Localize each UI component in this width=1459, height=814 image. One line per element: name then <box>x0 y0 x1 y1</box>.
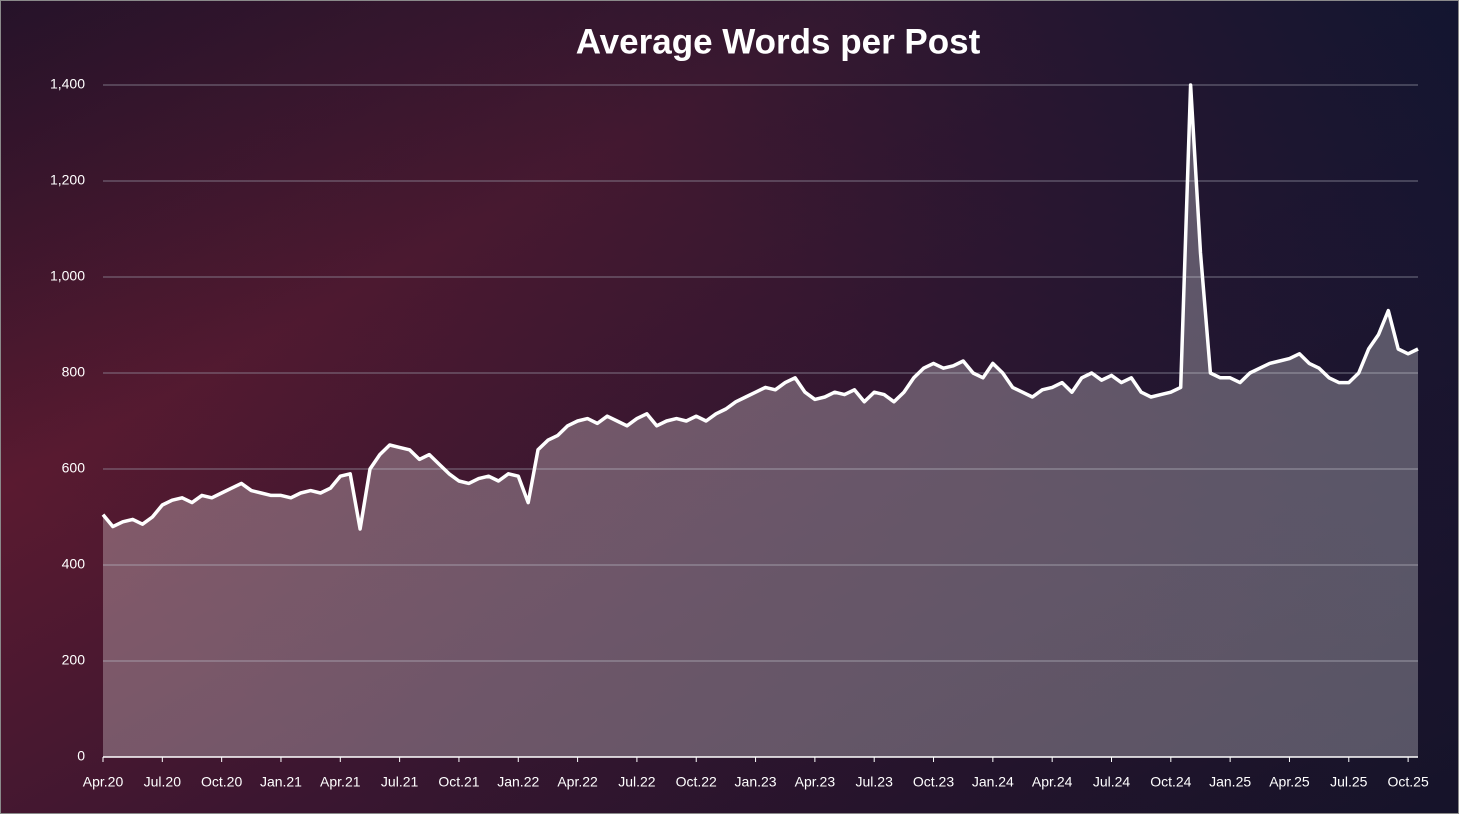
y-tick-label: 1,200 <box>50 172 85 188</box>
y-tick-label: 800 <box>62 364 86 380</box>
x-tick-label: Jan.25 <box>1209 774 1251 790</box>
x-tick-label: Apr.21 <box>320 774 361 790</box>
x-tick-label: Apr.23 <box>795 774 836 790</box>
x-tick-label: Jan.23 <box>735 774 777 790</box>
y-tick-label: 1,400 <box>50 76 85 92</box>
y-tick-label: 0 <box>77 748 85 764</box>
area <box>103 85 1418 757</box>
x-tick-label: Apr.22 <box>557 774 598 790</box>
x-tick-label: Apr.20 <box>83 774 124 790</box>
x-tick-label: Apr.25 <box>1269 774 1310 790</box>
line <box>101 83 1419 531</box>
x-tick-label: Oct.24 <box>1150 774 1191 790</box>
x-tick-label: Jan.24 <box>972 774 1014 790</box>
x-tick-label: Oct.25 <box>1387 774 1428 790</box>
x-tick-label: Apr.24 <box>1032 774 1073 790</box>
x-tick-label: Jul.21 <box>381 774 419 790</box>
x-tick-label: Oct.23 <box>913 774 954 790</box>
x-tick-label: Jan.22 <box>497 774 539 790</box>
y-tick-label: 200 <box>62 652 86 668</box>
x-tick-label: Jul.23 <box>856 774 894 790</box>
x-tick-label: Jan.21 <box>260 774 302 790</box>
x-tick-label: Jul.20 <box>144 774 182 790</box>
chart-title: Average Words per Post <box>576 22 981 61</box>
y-tick-label: 400 <box>62 556 86 572</box>
x-tick-label: Oct.21 <box>438 774 479 790</box>
y-tick-label: 600 <box>62 460 86 476</box>
x-tick-label: Jul.25 <box>1330 774 1368 790</box>
x-tick-label: Oct.20 <box>201 774 242 790</box>
x-tick-label: Oct.22 <box>676 774 717 790</box>
y-tick-label: 1,000 <box>50 268 85 284</box>
x-tick-label: Jul.24 <box>1093 774 1131 790</box>
x-tick-label: Jul.22 <box>618 774 656 790</box>
